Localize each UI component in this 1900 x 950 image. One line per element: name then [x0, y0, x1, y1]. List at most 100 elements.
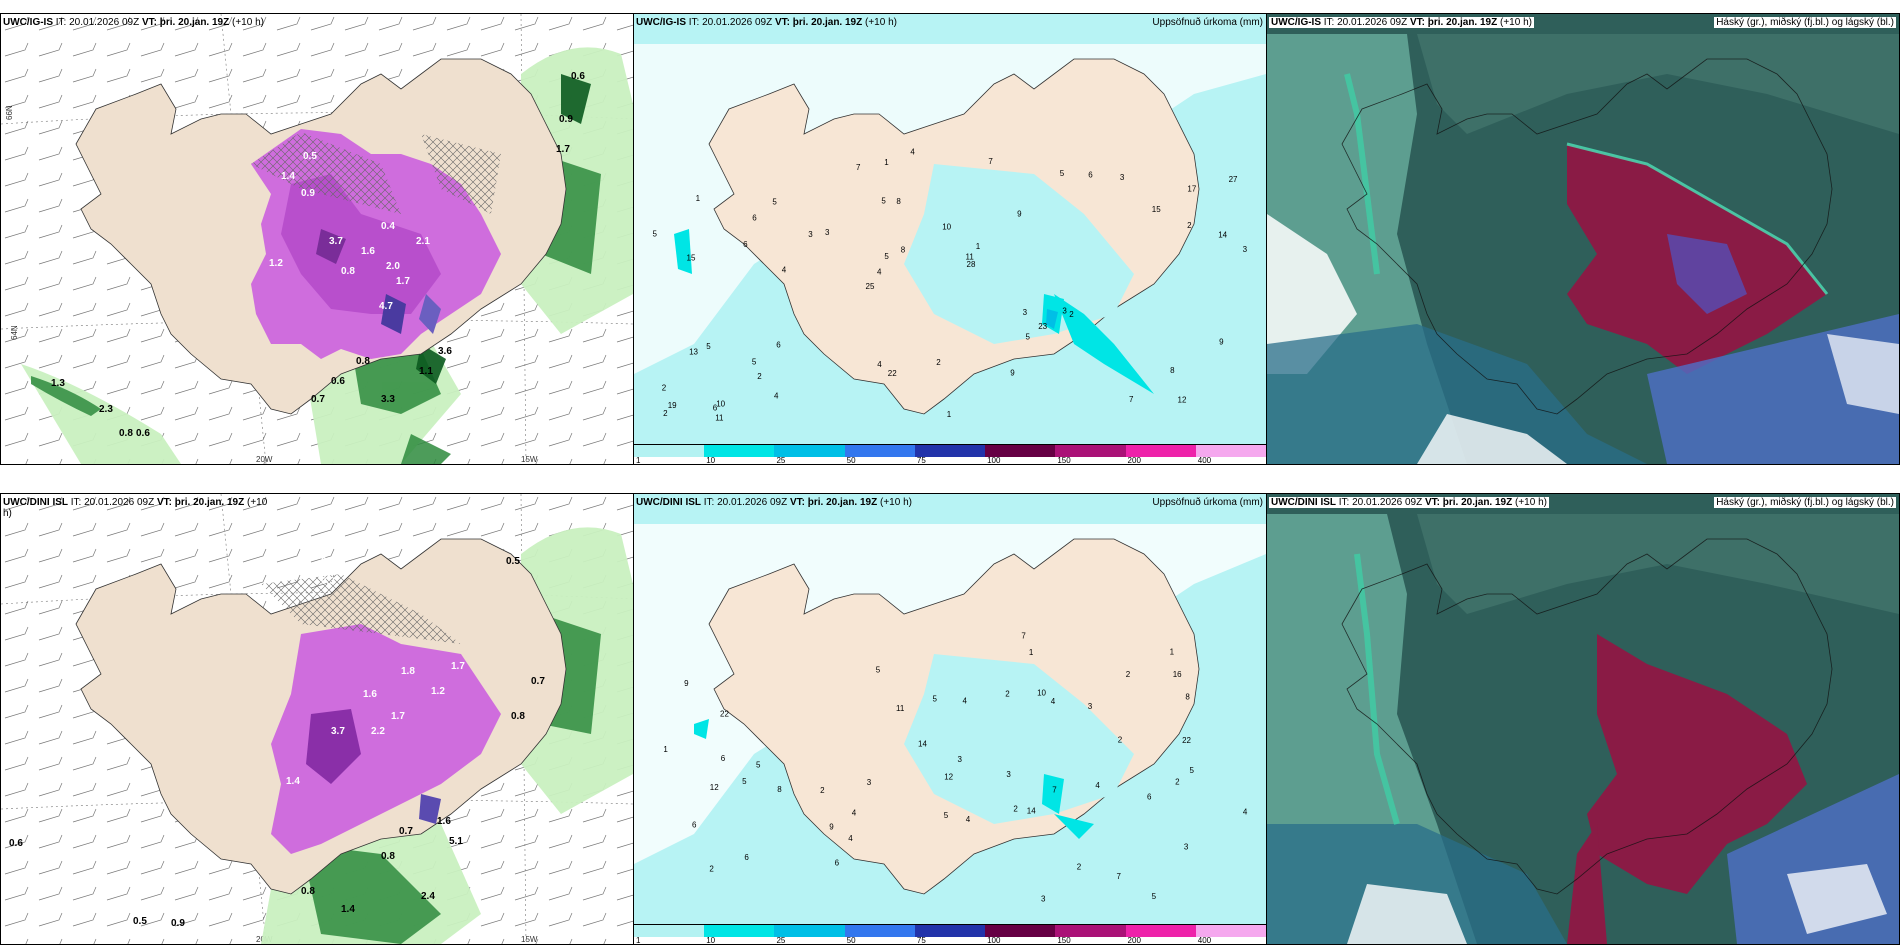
legend-swatch	[634, 924, 706, 937]
precip-value: 23	[1038, 322, 1047, 331]
precip-value: 3	[1062, 306, 1067, 315]
precip-value: 4	[966, 815, 971, 824]
svg-text:15W: 15W	[521, 935, 538, 944]
svg-text:3.6: 3.6	[438, 346, 452, 357]
precip-value: 3	[1088, 702, 1093, 711]
lead-time: (+10 h)	[865, 17, 897, 28]
precip-value: 1	[1029, 648, 1034, 657]
precip-value: 3	[1006, 770, 1011, 779]
precip-value: 1	[884, 158, 889, 167]
svg-text:0.9: 0.9	[171, 918, 185, 929]
precip-value: 15	[1152, 205, 1161, 214]
precip-value: 3	[867, 778, 872, 787]
legend-swatch	[1195, 444, 1266, 457]
precip-value: 3	[825, 228, 830, 237]
precip-value: 28	[967, 260, 976, 269]
precip-value: 4	[877, 267, 882, 276]
precip-value: 5	[706, 342, 711, 351]
precip-value: 3	[1041, 894, 1046, 903]
legend-label: 25	[776, 456, 786, 465]
precip-value: 4	[782, 265, 787, 274]
svg-text:1.8: 1.8	[401, 666, 415, 677]
precip-value: 4	[1095, 781, 1100, 790]
valid-time: þri. 20.jan. 19Z	[174, 497, 245, 508]
precip-value: 27	[1229, 175, 1238, 184]
precip-value: 3	[1023, 308, 1028, 317]
svg-text:1.2: 1.2	[269, 258, 283, 269]
precip-value: 5	[772, 197, 777, 206]
svg-text:1.1: 1.1	[419, 366, 433, 377]
precip-value: 5	[876, 665, 881, 674]
precip-value: 8	[896, 197, 901, 206]
legend-label: 50	[846, 936, 856, 945]
precip-value: 4	[848, 834, 853, 843]
init-time: 20.01.2026 09Z	[717, 497, 788, 508]
precip-value: 15	[687, 253, 696, 262]
precip-value: 7	[988, 157, 993, 166]
lead-time: (+10 h)	[232, 17, 264, 28]
panel-precip-igis: UWC/IG-IS IT: 20.01.2026 09Z VT: þri. 20…	[633, 13, 1267, 465]
svg-text:2.0: 2.0	[386, 261, 400, 272]
legend-label: 75	[916, 936, 926, 945]
model-name: UWC/IG-IS	[636, 17, 686, 28]
svg-text:2.4: 2.4	[421, 891, 435, 902]
precip-value: 3	[1243, 245, 1248, 254]
svg-text:0.6: 0.6	[9, 838, 23, 849]
legend-swatch	[1195, 924, 1266, 937]
precip-value: 7	[856, 163, 861, 172]
svg-text:0.7: 0.7	[531, 676, 545, 687]
panel-precip-dini: UWC/DINI ISL IT: 20.01.2026 09Z VT: þri.…	[633, 493, 1267, 945]
model-name: UWC/DINI ISL	[1271, 497, 1336, 508]
legend-label: 100	[987, 456, 1001, 465]
precip-value: 2	[663, 409, 668, 418]
svg-text:1.6: 1.6	[361, 246, 375, 257]
precip-value: 12	[710, 783, 719, 792]
precip-value: 3	[1120, 173, 1125, 182]
precip-value: 1	[696, 194, 701, 203]
precip-value: 19	[668, 401, 677, 410]
precip-value: 4	[852, 808, 857, 817]
svg-text:0.6: 0.6	[331, 376, 345, 387]
precip-value: 4	[910, 148, 915, 157]
precip-value: 4	[1051, 697, 1056, 706]
precip-value: 1	[1170, 647, 1175, 656]
precip-value: 6	[752, 213, 757, 222]
model-name: UWC/DINI ISL	[636, 497, 701, 508]
precip-value: 5	[752, 358, 757, 367]
precip-value: 5	[884, 252, 889, 261]
legend-label: 50	[846, 456, 856, 465]
precip-value: 2	[936, 358, 941, 367]
precip-value: 9	[829, 823, 834, 832]
panel-clouds-dini: UWC/DINI ISL IT: 20.01.2026 09Z VT: þri.…	[1266, 493, 1900, 945]
svg-text:0.9: 0.9	[301, 188, 315, 199]
legend-label: 150	[1057, 456, 1071, 465]
lead-time: (+10 h)	[1500, 17, 1532, 28]
svg-text:0.8: 0.8	[511, 711, 525, 722]
init-time: 20.01.2026 09Z	[84, 497, 155, 508]
svg-text:0.7: 0.7	[311, 394, 325, 405]
svg-text:1.7: 1.7	[556, 144, 570, 155]
legend-label: 10	[706, 456, 716, 465]
panel-header: UWC/IG-IS IT: 20.01.2026 09Z VT: þri. 20…	[636, 17, 897, 28]
precip-value: 2	[1077, 862, 1082, 871]
svg-text:0.3: 0.3	[321, 556, 335, 567]
panel-title: Uppsöfnuð úrkoma (mm)	[1152, 17, 1263, 28]
legend-label: 200	[1127, 936, 1141, 945]
precip-value: 14	[1218, 231, 1227, 240]
precip-value: 5	[756, 760, 761, 769]
precip-value: 5	[933, 695, 938, 704]
precip-value: 9	[1010, 368, 1015, 377]
svg-text:0.7: 0.7	[399, 826, 413, 837]
svg-text:0.9: 0.9	[559, 114, 573, 125]
svg-text:0.5: 0.5	[133, 916, 147, 927]
legend-swatch	[634, 444, 706, 457]
svg-text:20W: 20W	[256, 455, 273, 464]
svg-text:1.7: 1.7	[451, 661, 465, 672]
precip-value: 22	[888, 369, 897, 378]
svg-text:0.3: 0.3	[321, 576, 335, 587]
panel-title: Uppsöfnuð úrkoma (mm)	[1152, 497, 1263, 508]
legend-label: 400	[1197, 936, 1212, 945]
panel-header: UWC/DINI ISL IT: 20.01.2026 09Z VT: þri.…	[1269, 497, 1549, 508]
svg-text:1.2: 1.2	[431, 686, 445, 697]
